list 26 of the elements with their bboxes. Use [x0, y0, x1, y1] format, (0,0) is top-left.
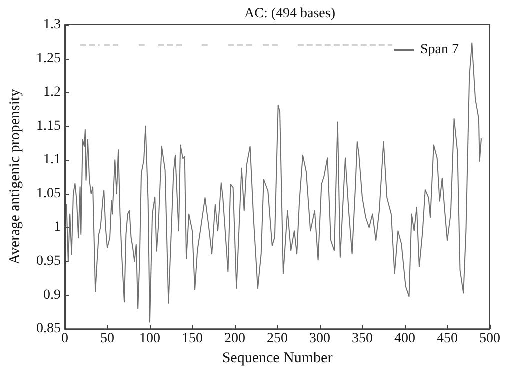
x-tick-label: 350 [352, 332, 373, 347]
line-series [66, 42, 482, 323]
y-tick-label: 0.9 [44, 288, 61, 303]
x-axis-title: Sequence Number [222, 350, 333, 366]
y-tick-label: 1 [54, 220, 61, 236]
y-tick-label: 1.1 [44, 152, 61, 168]
y-tick-label: 1.2 [44, 85, 61, 100]
x-tick-label: 100 [140, 332, 160, 347]
chart-title: AC: (494 bases) [244, 6, 336, 22]
legend-label: Span 7 [420, 42, 459, 58]
x-tick-label: 0 [62, 332, 68, 347]
y-axis-title: Average antigenic propensity [8, 88, 24, 265]
x-tick-label: 250 [267, 332, 288, 347]
x-tick-label: 200 [224, 332, 246, 347]
y-tick-label: 1.05 [36, 186, 61, 202]
y-tick-label: 1.3 [44, 18, 61, 32]
y-tick-label: 1.25 [36, 51, 61, 66]
x-tick-label: 450 [437, 332, 458, 347]
y-tick-label: 1.15 [36, 118, 61, 134]
x-tick-label: 300 [310, 332, 330, 347]
x-tick-label: 500 [480, 332, 500, 347]
x-tick-label: 400 [394, 332, 416, 347]
x-tick-label: 150 [182, 332, 203, 347]
y-tick-label: 0.95 [36, 254, 61, 270]
y-tick-label: 0.85 [36, 322, 61, 337]
x-tick-label: 50 [100, 332, 114, 347]
